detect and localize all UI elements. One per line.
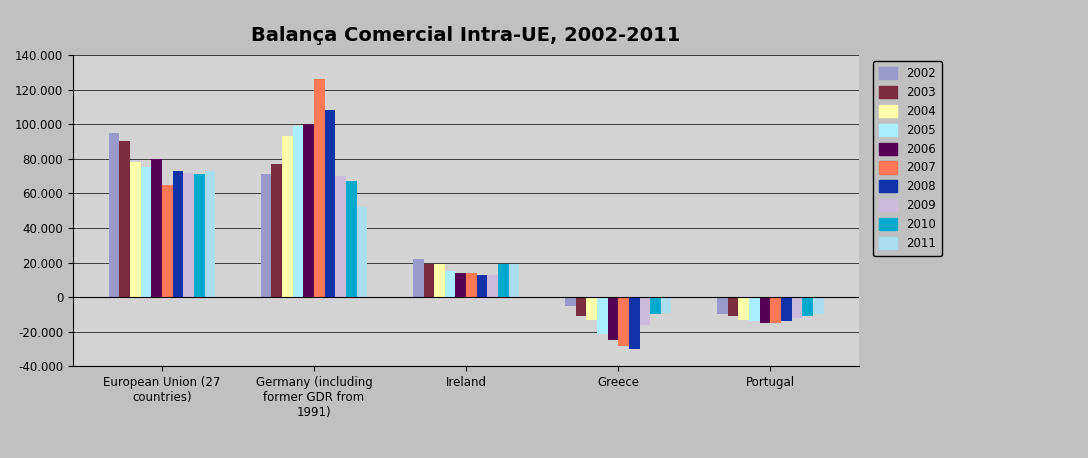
Bar [423, 264, 434, 297]
Bar [162, 185, 173, 297]
Bar [576, 297, 586, 316]
Bar [304, 124, 314, 297]
Bar [728, 297, 739, 316]
Bar [183, 173, 194, 297]
Bar [498, 264, 509, 297]
Bar [120, 142, 129, 297]
Bar [629, 297, 640, 349]
Bar [597, 297, 607, 333]
Bar [205, 171, 215, 297]
Bar [759, 297, 770, 323]
Bar [129, 162, 140, 297]
Bar [271, 164, 282, 297]
Bar [173, 171, 183, 297]
Bar [314, 79, 324, 297]
Bar [346, 181, 357, 297]
Bar [717, 297, 728, 315]
Bar [140, 168, 151, 297]
Bar [618, 297, 629, 346]
Bar [445, 271, 456, 297]
Bar [781, 297, 792, 322]
Bar [802, 297, 813, 316]
Bar [335, 176, 346, 297]
Bar [660, 297, 671, 313]
Bar [640, 297, 651, 325]
Bar [565, 297, 576, 306]
Bar [109, 133, 120, 297]
Bar [739, 297, 749, 320]
Bar [456, 273, 466, 297]
Bar [412, 259, 423, 297]
Bar [586, 297, 597, 320]
Bar [509, 264, 519, 297]
Bar [466, 273, 477, 297]
Bar [261, 174, 271, 297]
Bar [651, 297, 660, 315]
Bar [324, 110, 335, 297]
Bar [813, 297, 824, 315]
Legend: 2002, 2003, 2004, 2005, 2006, 2007, 2008, 2009, 2010, 2011: 2002, 2003, 2004, 2005, 2006, 2007, 2008… [873, 61, 942, 256]
Bar [434, 264, 445, 297]
Bar [293, 126, 304, 297]
Bar [477, 275, 487, 297]
Bar [749, 297, 759, 322]
Bar [194, 174, 205, 297]
Bar [151, 159, 162, 297]
Bar [607, 297, 618, 340]
Bar [282, 136, 293, 297]
Bar [792, 297, 802, 318]
Bar [770, 297, 781, 323]
Title: Balança Comercial Intra-UE, 2002-2011: Balança Comercial Intra-UE, 2002-2011 [251, 26, 681, 45]
Bar [487, 275, 498, 297]
Bar [357, 207, 368, 297]
